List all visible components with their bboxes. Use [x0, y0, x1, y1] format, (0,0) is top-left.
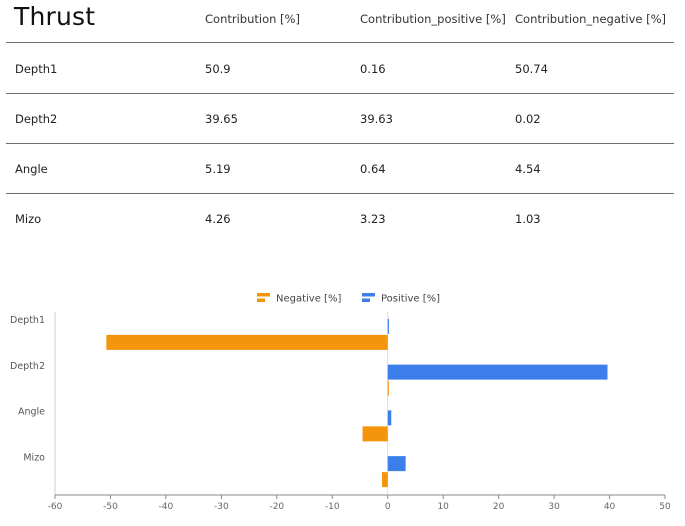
- y-category-label: Angle: [18, 407, 45, 418]
- x-tick-label: -60: [48, 502, 63, 512]
- bar-negative: [362, 426, 388, 442]
- column-header-contribution: Contribution [%]: [205, 12, 300, 26]
- contribution-bar-chart: Negative [%] Positive [%] -60 -50 -40 -30 -20 -…: [10, 293, 671, 512]
- row-divider: [6, 143, 674, 144]
- x-tick-label: 10: [437, 502, 449, 512]
- y-category-label: Mizo: [23, 452, 45, 463]
- y-category-label: Depth1: [10, 315, 45, 326]
- x-tick-label: -40: [159, 502, 174, 512]
- row-label: Angle: [15, 162, 48, 176]
- column-header-negative: Contribution_negative [%]: [515, 12, 667, 26]
- legend-item[interactable]: Positive [%]: [362, 293, 440, 305]
- negative-value: 1.03: [515, 212, 541, 226]
- contribution-value: 4.26: [205, 212, 231, 226]
- bar-positive: [387, 410, 392, 426]
- contribution-value: 39.65: [205, 112, 238, 126]
- legend-swatch: [362, 293, 375, 297]
- row-label: Depth2: [15, 112, 58, 126]
- positive-value: 0.64: [360, 162, 386, 176]
- row-divider: [6, 93, 674, 94]
- x-tick-label: 30: [548, 502, 560, 512]
- x-tick-label: 0: [385, 502, 391, 512]
- row-label: Mizo: [15, 212, 42, 226]
- legend-item[interactable]: Negative [%]: [257, 293, 341, 305]
- positive-value: 3.23: [360, 212, 386, 226]
- legend-swatch: [257, 293, 270, 297]
- x-tick-label: -30: [214, 502, 229, 512]
- column-header-positive: Contribution_positive [%]: [360, 12, 506, 26]
- contribution-value: 50.9: [205, 62, 231, 76]
- table-header-rule: [6, 42, 674, 43]
- legend-label: Negative [%]: [276, 294, 341, 305]
- bar-negative: [106, 334, 388, 350]
- x-tick-label: 20: [493, 502, 505, 512]
- bar-positive: [387, 364, 608, 380]
- bar-positive: [387, 456, 406, 472]
- x-tick-label: -10: [325, 502, 340, 512]
- x-tick-label: 40: [604, 502, 616, 512]
- table-title: Thrust: [14, 2, 96, 31]
- bar-negative: [387, 380, 389, 396]
- negative-value: 4.54: [515, 162, 541, 176]
- x-tick-label: -50: [103, 502, 118, 512]
- x-tick-label: -20: [269, 502, 284, 512]
- positive-value: 0.16: [360, 62, 386, 76]
- row-divider: [6, 193, 674, 194]
- row-label: Depth1: [15, 62, 58, 76]
- bar-negative: [382, 472, 388, 488]
- legend-label: Positive [%]: [381, 294, 440, 305]
- negative-value: 50.74: [515, 62, 548, 76]
- positive-value: 39.63: [360, 112, 393, 126]
- legend-swatch: [362, 298, 370, 302]
- contribution-value: 5.19: [205, 162, 231, 176]
- legend-swatch: [257, 298, 265, 302]
- y-category-label: Depth2: [10, 361, 45, 372]
- bar-positive: [387, 318, 389, 334]
- x-tick-label: 50: [659, 502, 671, 512]
- negative-value: 0.02: [515, 112, 541, 126]
